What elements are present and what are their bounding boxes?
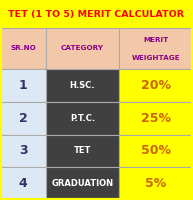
Text: 2: 2 <box>19 112 27 125</box>
Bar <box>119 28 193 69</box>
Text: TET: TET <box>74 146 91 155</box>
Bar <box>0 134 46 167</box>
Bar <box>0 0 193 28</box>
Bar <box>0 69 46 102</box>
Text: CATEGORY: CATEGORY <box>61 46 104 51</box>
Text: WEIGHTAGE: WEIGHTAGE <box>132 55 180 61</box>
Bar <box>46 102 119 134</box>
Text: P.T.C.: P.T.C. <box>70 114 95 123</box>
Bar <box>119 102 193 134</box>
Bar <box>46 134 119 167</box>
Bar <box>0 102 46 134</box>
Bar <box>0 28 46 69</box>
Text: 1: 1 <box>19 79 27 92</box>
Text: 4: 4 <box>19 177 27 190</box>
Bar <box>119 167 193 200</box>
Bar <box>46 69 119 102</box>
Text: MERIT: MERIT <box>143 37 169 43</box>
Text: GRADUATION: GRADUATION <box>52 179 113 188</box>
Bar <box>119 134 193 167</box>
Bar <box>46 28 119 69</box>
Text: TET (1 TO 5) MERIT CALCULATOR: TET (1 TO 5) MERIT CALCULATOR <box>8 9 185 19</box>
Text: 25%: 25% <box>141 112 171 125</box>
Text: SR.NO: SR.NO <box>10 46 36 51</box>
Text: 3: 3 <box>19 144 27 157</box>
Text: H.SC.: H.SC. <box>70 81 95 90</box>
Bar <box>119 69 193 102</box>
Bar <box>46 167 119 200</box>
Text: 50%: 50% <box>141 144 171 157</box>
Bar <box>0 167 46 200</box>
Text: 20%: 20% <box>141 79 171 92</box>
Text: 5%: 5% <box>145 177 167 190</box>
